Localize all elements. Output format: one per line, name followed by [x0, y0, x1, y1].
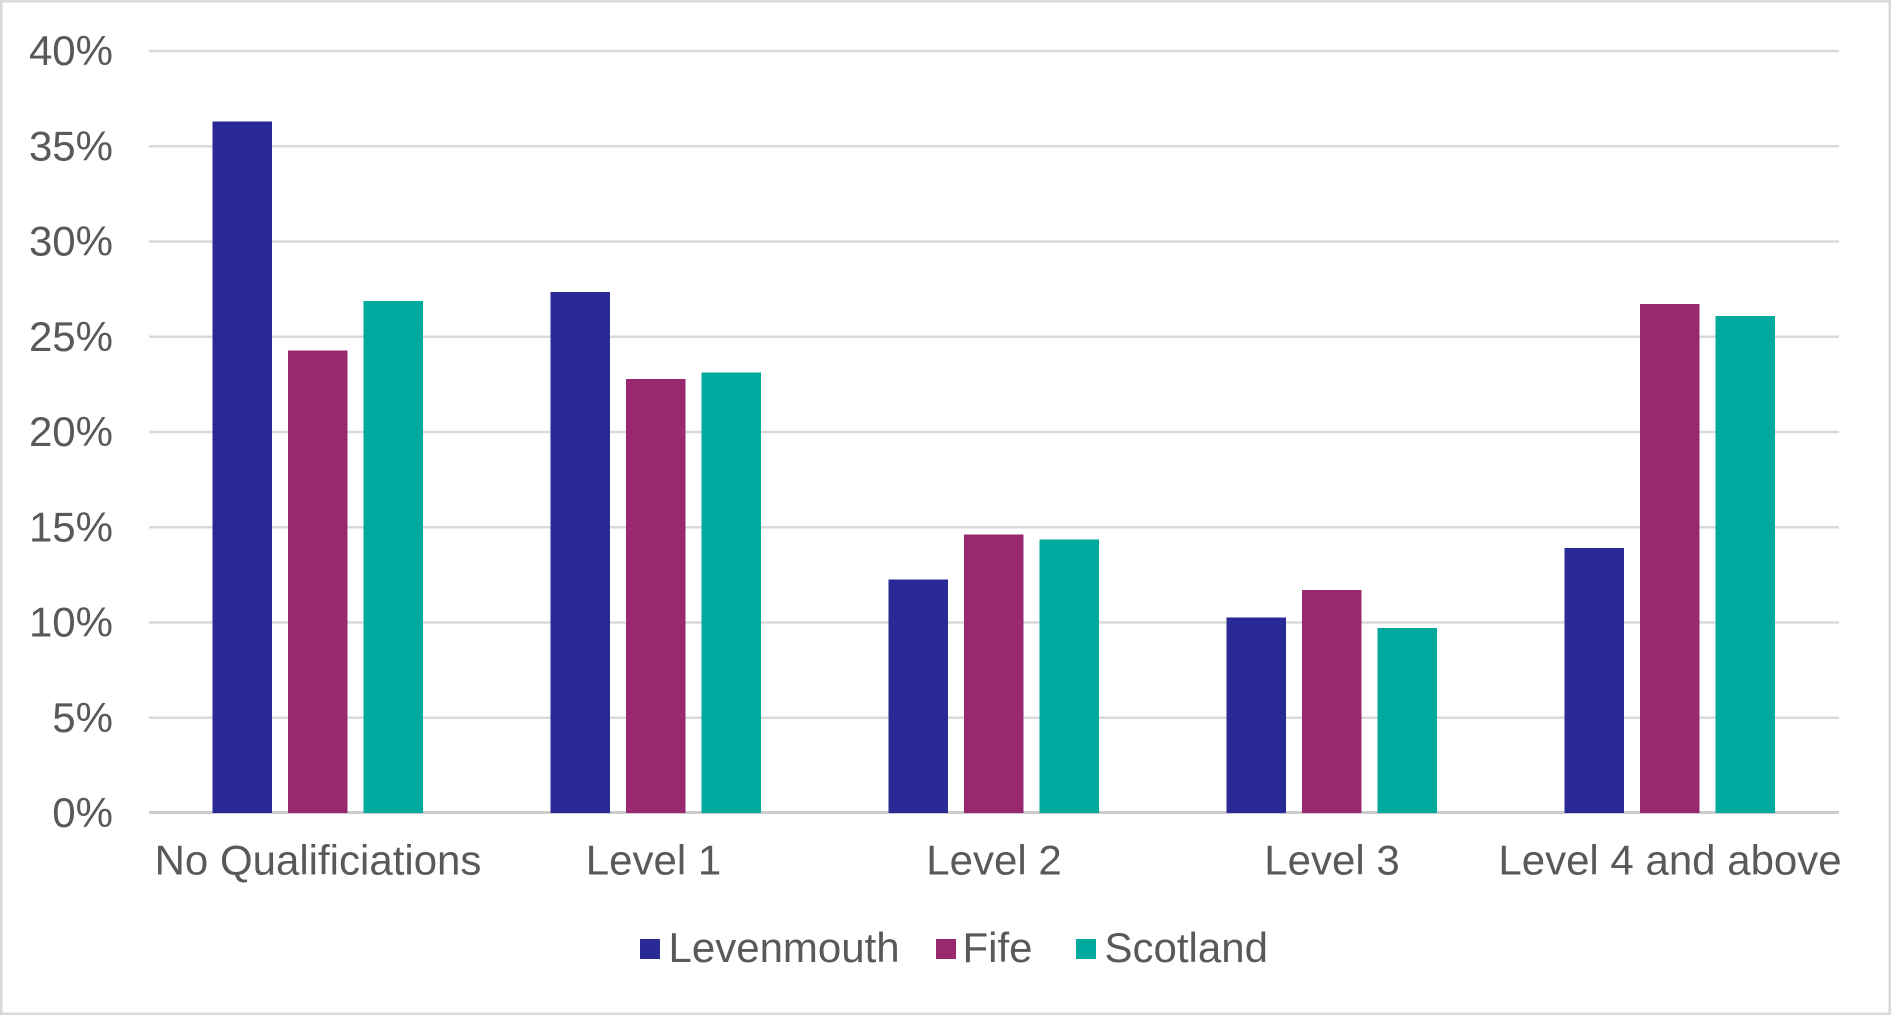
svg-text:25%: 25%: [29, 313, 113, 360]
svg-text:Level 2: Level 2: [926, 837, 1061, 884]
svg-text:30%: 30%: [29, 218, 113, 265]
svg-text:Scotland: Scotland: [1105, 924, 1268, 971]
svg-text:Level 3: Level 3: [1264, 837, 1399, 884]
svg-text:0%: 0%: [52, 789, 113, 836]
svg-text:10%: 10%: [29, 599, 113, 646]
svg-text:15%: 15%: [29, 503, 113, 550]
svg-text:No Qualificiations: No Qualificiations: [155, 837, 482, 884]
svg-text:Level 1: Level 1: [586, 837, 721, 884]
svg-text:20%: 20%: [29, 408, 113, 455]
svg-text:Fife: Fife: [963, 924, 1033, 971]
svg-text:Levenmouth: Levenmouth: [669, 924, 900, 971]
svg-text:35%: 35%: [29, 122, 113, 169]
svg-text:Level 4 and above: Level 4 and above: [1498, 837, 1841, 884]
svg-text:5%: 5%: [52, 694, 113, 741]
svg-text:40%: 40%: [29, 27, 113, 74]
